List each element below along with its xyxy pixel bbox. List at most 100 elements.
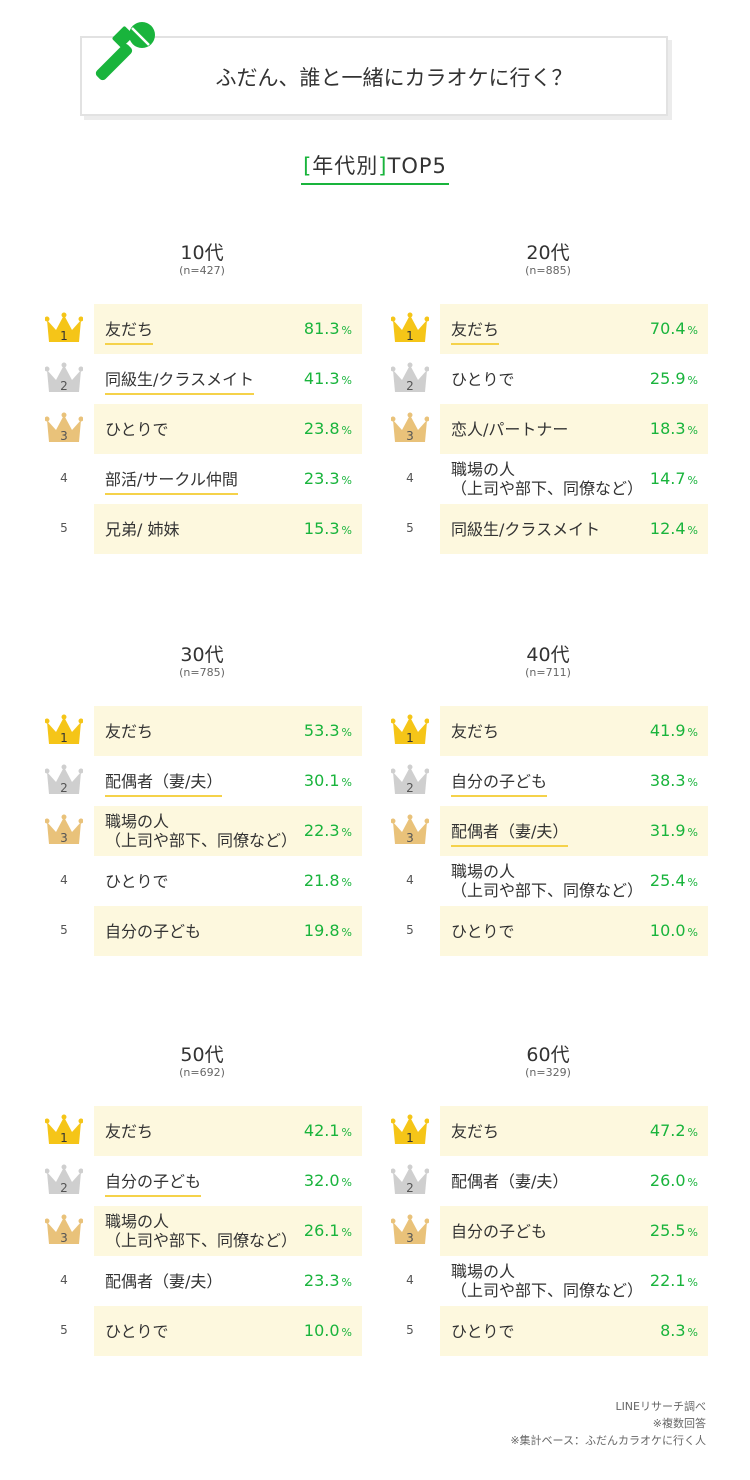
rank-number: 2 (406, 781, 414, 795)
rank-row: 1 友だち 53.3% (42, 706, 362, 756)
percent-value: 32.0 (303, 1171, 340, 1190)
percent-value: 22.1 (649, 1271, 686, 1290)
percent-unit: % (341, 926, 352, 939)
rank-row: 2 ひとりで 25.9% (388, 354, 708, 404)
answer-cell: 部活/サークル仲間 23.3% (94, 454, 362, 504)
percent-value: 23.8 (303, 419, 340, 438)
rank-number: 5 (406, 923, 414, 937)
answer-cell: 友だち 70.4% (440, 304, 708, 354)
percent-value: 10.0 (303, 1321, 340, 1340)
bronze-crown-icon: 3 (391, 814, 429, 845)
rank-label: 4 (388, 1256, 432, 1306)
rank-row: 2 自分の子ども 38.3% (388, 756, 708, 806)
age-panel: 10代 (n=427) 1 友だち 81.3% 2 同級生/クラスメイト 41.3% 3 ひとりで… (42, 238, 362, 554)
gold-crown-icon: 1 (45, 1114, 83, 1145)
rank-number: 5 (60, 923, 68, 937)
age-panel: 50代 (n=692) 1 友だち 42.1% 2 自分の子ども 32.0% 3 職場の人 （上司… (42, 1040, 362, 1356)
rank-number: 3 (60, 831, 68, 845)
answer-cell: 職場の人 （上司や部下、同僚など） 26.1% (94, 1206, 362, 1256)
bronze-crown-icon: 3 (388, 806, 432, 856)
answer-label-wrapper: 友だち (451, 706, 499, 756)
rank-row: 4 配偶者（妻/夫） 23.3% (42, 1256, 362, 1306)
rank-row: 1 友だち 42.1% (42, 1106, 362, 1156)
bronze-crown-icon: 3 (45, 1214, 83, 1245)
silver-crown-icon: 2 (391, 1164, 429, 1195)
percent-unit: % (341, 826, 352, 839)
percent-unit: % (341, 1126, 352, 1139)
sample-size: (n=692) (179, 1066, 225, 1079)
percent-value: 23.3 (303, 1271, 340, 1290)
rank-number: 5 (406, 1323, 414, 1337)
answer-label: 自分の子ども (451, 1221, 548, 1241)
age-title: 40代 (526, 644, 570, 666)
percent-unit: % (687, 926, 698, 939)
answer-label-wrapper: 職場の人 （上司や部下、同僚など） (105, 806, 297, 856)
answer-cell: 友だち 81.3% (94, 304, 362, 354)
rank-label: 4 (42, 856, 86, 906)
footer-note-base: ※集計ベース：ふだんカラオケに行く人 (510, 1434, 706, 1447)
answer-cell: ひとりで 10.0% (94, 1306, 362, 1356)
answer-cell: 自分の子ども 38.3% (440, 756, 708, 806)
percent-unit: % (687, 1276, 698, 1289)
answer-percent: 42.1% (304, 1121, 352, 1140)
footer-source: LINEリサーチ調べ (615, 1400, 706, 1413)
silver-crown-icon: 2 (391, 362, 429, 393)
answer-label-wrapper: 同級生/クラスメイト (105, 354, 255, 404)
rank-number: 4 (60, 1273, 68, 1287)
answer-cell: 配偶者（妻/夫） 31.9% (440, 806, 708, 856)
answer-label-wrapper: 配偶者（妻/夫） (451, 1156, 568, 1206)
answer-percent: 10.0% (650, 921, 698, 940)
percent-value: 19.8 (303, 921, 340, 940)
answer-label-wrapper: ひとりで (105, 1306, 169, 1356)
answer-label: 職場の人 （上司や部下、同僚など） (451, 862, 644, 900)
answer-cell: 自分の子ども 25.5% (440, 1206, 708, 1256)
bronze-crown-icon: 3 (45, 412, 83, 443)
percent-unit: % (341, 424, 352, 437)
bronze-crown-icon: 3 (42, 404, 86, 454)
answer-cell: 同級生/クラスメイト 12.4% (440, 504, 708, 554)
answer-label-wrapper: ひとりで (105, 404, 169, 454)
percent-value: 18.3 (649, 419, 686, 438)
rank-row: 4 職場の人 （上司や部下、同僚など） 22.1% (388, 1256, 708, 1306)
bronze-crown-icon: 3 (42, 806, 86, 856)
percent-value: 10.0 (649, 921, 686, 940)
answer-label: 配偶者（妻/夫） (105, 1271, 223, 1291)
answer-label-wrapper: ひとりで (451, 1306, 515, 1356)
answer-cell: 兄弟/ 姉妹 15.3% (94, 504, 362, 554)
answer-label-wrapper: 配偶者（妻/夫） (451, 806, 569, 856)
answer-label-wrapper: ひとりで (451, 354, 515, 404)
percent-unit: % (687, 524, 698, 537)
answer-cell: 職場の人 （上司や部下、同僚など） 14.7% (440, 454, 708, 504)
answer-label-wrapper: 配偶者（妻/夫） (105, 1256, 222, 1306)
answer-cell: ひとりで 8.3% (440, 1306, 708, 1356)
percent-unit: % (341, 1176, 352, 1189)
answer-label: ひとりで (451, 1321, 515, 1341)
rank-number: 3 (406, 1231, 414, 1245)
answer-percent: 22.1% (650, 1271, 698, 1290)
silver-crown-icon: 2 (42, 1156, 86, 1206)
percent-unit: % (341, 324, 352, 337)
percent-unit: % (687, 374, 698, 387)
answer-label: 自分の子ども (451, 772, 548, 797)
gold-crown-icon: 1 (388, 1106, 432, 1156)
answer-label-wrapper: 恋人/パートナー (451, 404, 568, 454)
answer-percent: 14.7% (650, 469, 698, 488)
answer-percent: 12.4% (650, 519, 698, 538)
answer-label-wrapper: 自分の子ども (105, 906, 201, 956)
answer-percent: 23.3% (304, 469, 352, 488)
percent-unit: % (687, 474, 698, 487)
answer-percent: 47.2% (650, 1121, 698, 1140)
rank-label: 5 (42, 906, 86, 956)
percent-value: 42.1 (303, 1121, 340, 1140)
percent-value: 47.2 (649, 1121, 686, 1140)
age-title: 10代 (180, 242, 224, 264)
sample-size: (n=885) (525, 264, 571, 277)
answer-cell: ひとりで 25.9% (440, 354, 708, 404)
answer-label-wrapper: 職場の人 （上司や部下、同僚など） (105, 1206, 297, 1256)
percent-unit: % (687, 876, 698, 889)
answer-label: ひとりで (105, 871, 169, 891)
percent-value: 14.7 (649, 469, 686, 488)
answer-cell: 友だち 53.3% (94, 706, 362, 756)
age-title: 30代 (180, 644, 224, 666)
rank-number: 4 (406, 873, 414, 887)
